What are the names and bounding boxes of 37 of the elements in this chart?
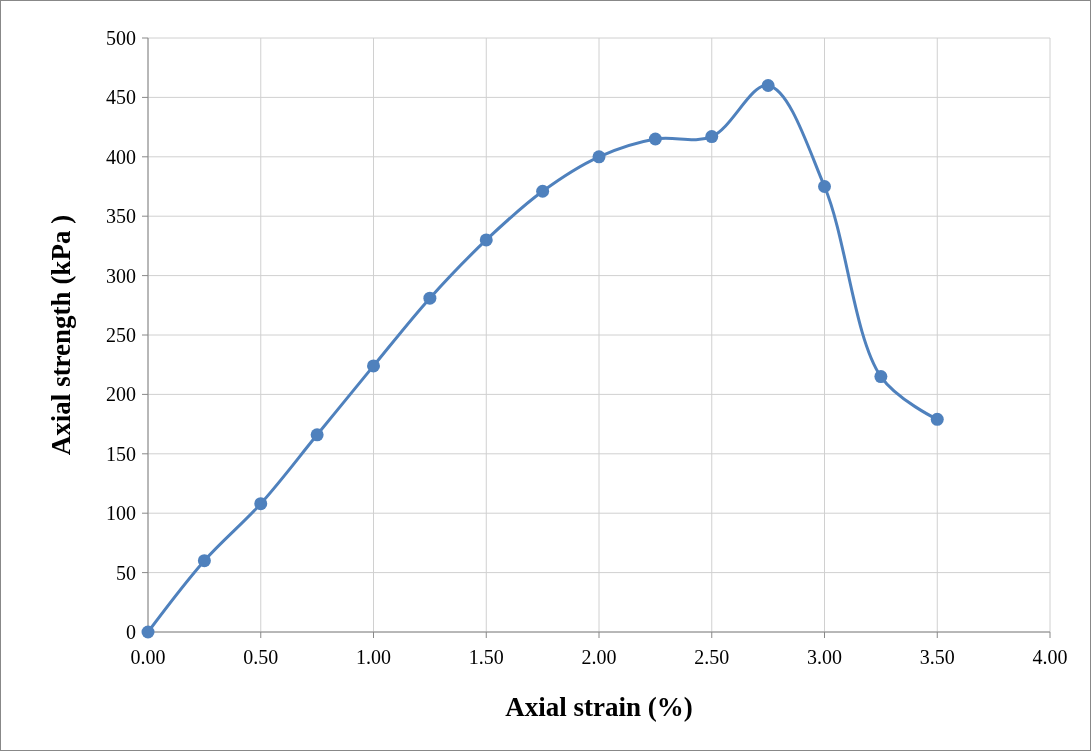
y-tick-label: 350: [106, 205, 136, 228]
point: [479, 233, 493, 247]
point: [648, 132, 662, 146]
y-tick-label: 300: [106, 264, 136, 287]
x-tick-label: 1.50: [468, 646, 504, 668]
y-tick-label: 150: [106, 442, 136, 465]
x-tick-label: 2.50: [694, 646, 730, 668]
y-tick-label: 250: [106, 324, 136, 346]
x-tick-label: 3.50: [919, 646, 955, 668]
point: [761, 79, 775, 93]
y-tick-label: 200: [106, 383, 136, 406]
point: [874, 370, 888, 384]
point: [930, 412, 944, 426]
point: [367, 359, 380, 373]
x-axis-title: Axial strain (%): [505, 692, 693, 722]
y-tick-label: 100: [106, 502, 136, 525]
point: [423, 291, 437, 305]
x-tick-label: 0.00: [130, 646, 166, 668]
y-tick-label: 0: [126, 621, 136, 643]
x-tick-label: 1.00: [356, 646, 391, 668]
point: [818, 180, 831, 193]
point: [254, 497, 268, 511]
point: [705, 130, 719, 144]
point: [141, 625, 155, 639]
x-tick-label: 0.50: [243, 646, 279, 668]
x-tick-label: 3.00: [807, 646, 842, 668]
x-tick-label: 2.00: [581, 646, 617, 668]
y-axis-title: Axial strength (kPa ): [46, 214, 76, 456]
y-tick-label: 400: [106, 145, 136, 168]
x-tick-label: 4.00: [1032, 646, 1068, 668]
point: [592, 150, 606, 164]
y-tick-label: 450: [106, 86, 136, 109]
y-tick-label: 50: [116, 561, 136, 584]
point: [536, 184, 550, 198]
point: [197, 554, 211, 568]
point: [310, 428, 324, 442]
y-tick-label: 500: [106, 27, 136, 49]
